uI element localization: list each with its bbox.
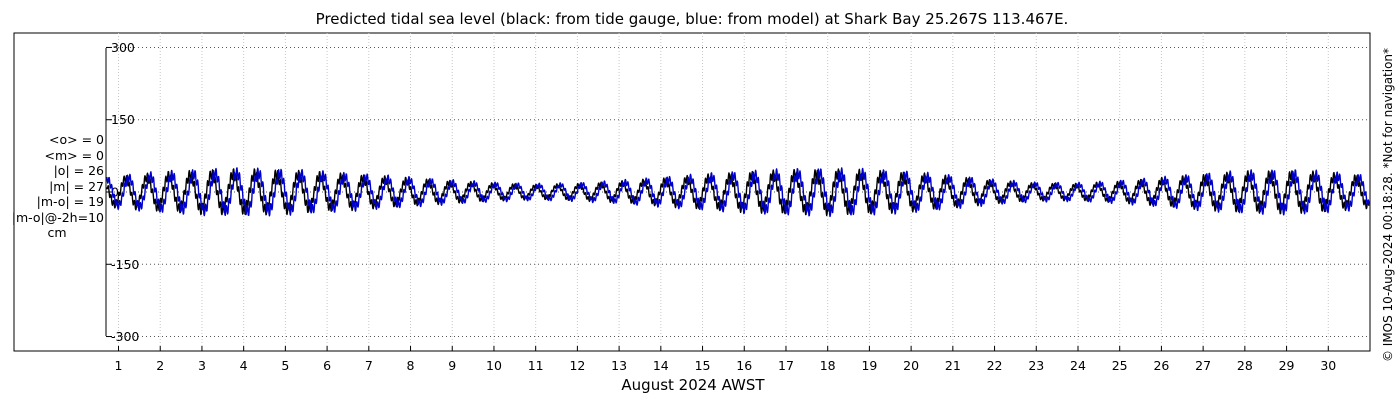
x-tick-label-1: 1 [115, 358, 123, 373]
x-tick-label-29: 29 [1279, 358, 1295, 373]
x-tick-label-6: 6 [323, 358, 331, 373]
stat-mean-model: <m> = 0 [44, 147, 105, 163]
x-tick-label-9: 9 [448, 358, 456, 373]
x-tick-label-22: 22 [987, 358, 1003, 373]
x-tick-label-27: 27 [1195, 358, 1211, 373]
x-tick-label-11: 11 [528, 358, 544, 373]
series-line-1 [106, 167, 1370, 218]
x-axis-ticks: 1 2 3 4 5 6 7 8 9 10 11 12 13 14 15 16 17 18 19 20 21 22 23 24 2… [115, 346, 1336, 373]
x-tick-label-23: 23 [1028, 358, 1044, 373]
x-tick-label-25: 25 [1112, 358, 1128, 373]
stat-abs-diff-shift: |m-o|@-2h=10 [11, 209, 104, 225]
x-tick-label-21: 21 [945, 358, 961, 373]
copyright-text: © IMOS 10-Aug-2024 00:18:28. *Not for na… [1381, 47, 1395, 363]
x-tick-label-24: 24 [1070, 358, 1086, 373]
x-tick-label-15: 15 [695, 358, 711, 373]
y-tick-label-2: 0 [111, 185, 119, 200]
x-tick-label-3: 3 [198, 358, 206, 373]
chart-title: Predicted tidal sea level (black: from t… [315, 10, 1069, 28]
x-tick-label-14: 14 [653, 358, 669, 373]
x-tick-label-4: 4 [240, 358, 248, 373]
x-tick-label-20: 20 [903, 358, 919, 373]
x-tick-label-28: 28 [1237, 358, 1253, 373]
series-line-0 [106, 168, 1370, 217]
x-tick-label-17: 17 [778, 358, 794, 373]
stat-mean-obs: <o> = 0 [49, 132, 104, 147]
stat-abs-diff: |m-o| = 19 [36, 194, 104, 209]
x-tick-label-26: 26 [1153, 358, 1169, 373]
stat-abs-obs: |o| = 26 [53, 163, 104, 178]
stats-panel: <o> = 0 <m> = 0 |o| = 26 |m| = 27 |m-o| … [10, 132, 104, 241]
x-axis-label: August 2024 AWST [621, 376, 765, 394]
y-tick-label-3: -150 [111, 257, 139, 272]
y-axis-ticks: 300 150 0 -150 -300 [106, 40, 139, 344]
x-tick-label-10: 10 [486, 358, 502, 373]
x-tick-label-8: 8 [407, 358, 415, 373]
stat-unit: cm [47, 225, 67, 240]
x-tick-label-5: 5 [281, 358, 289, 373]
y-tick-label-1: 150 [111, 112, 135, 127]
y-tick-label-0: 300 [111, 40, 135, 55]
y-tick-label-4: -300 [111, 329, 139, 344]
x-tick-label-7: 7 [365, 358, 373, 373]
x-tick-label-16: 16 [736, 358, 752, 373]
x-tick-label-2: 2 [156, 358, 164, 373]
x-tick-label-18: 18 [820, 358, 836, 373]
series-layer [106, 167, 1370, 218]
x-tick-label-13: 13 [611, 358, 627, 373]
outer-frame [13, 32, 1371, 352]
x-tick-label-12: 12 [569, 358, 585, 373]
stat-abs-model: |m| = 27 [49, 178, 104, 194]
x-tick-label-19: 19 [861, 358, 877, 373]
x-tick-label-30: 30 [1320, 358, 1336, 373]
